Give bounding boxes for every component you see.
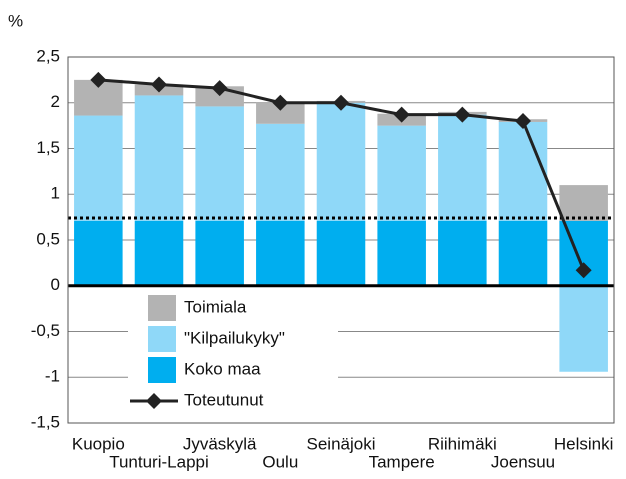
bar bbox=[498, 121, 548, 221]
x-tick-label: Helsinki bbox=[554, 434, 614, 453]
y-tick-label: 0 bbox=[51, 275, 60, 294]
bar bbox=[195, 106, 244, 221]
bar bbox=[559, 285, 608, 372]
bar bbox=[377, 125, 426, 221]
legend-marker bbox=[146, 393, 162, 409]
bar bbox=[74, 115, 123, 221]
bar bbox=[134, 220, 184, 286]
marker bbox=[515, 113, 531, 130]
x-tick-label: Riihimäki bbox=[428, 434, 497, 453]
marker bbox=[211, 80, 228, 97]
bar bbox=[438, 220, 487, 286]
legend-swatch bbox=[148, 357, 176, 383]
y-tick-label: 1 bbox=[51, 184, 60, 203]
legend-swatch bbox=[148, 326, 176, 352]
x-tick-label: Kuopio bbox=[72, 434, 125, 453]
marker bbox=[333, 94, 349, 111]
y-tick-label: 0,5 bbox=[36, 229, 60, 248]
legend-label: "Kilpailukyky" bbox=[184, 328, 285, 347]
x-tick-label: Jyväskylä bbox=[183, 434, 257, 453]
marker bbox=[393, 106, 410, 123]
y-tick-label: -1,5 bbox=[31, 412, 60, 431]
y-tick-label: 1,5 bbox=[36, 138, 60, 157]
y-tick-label: 2,5 bbox=[36, 46, 60, 65]
marker bbox=[151, 76, 167, 93]
bar bbox=[195, 220, 244, 286]
legend-label: Toteutunut bbox=[184, 390, 264, 409]
x-tick-label: Tampere bbox=[369, 452, 435, 471]
bar bbox=[74, 220, 123, 286]
x-tick-label: Joensuu bbox=[491, 452, 555, 471]
marker bbox=[90, 71, 107, 88]
plot-border bbox=[67, 56, 615, 424]
y-tick-label: 2 bbox=[51, 92, 60, 111]
bar bbox=[559, 185, 608, 221]
marker bbox=[272, 94, 289, 111]
x-tick-label: Tunturi-Lappi bbox=[109, 452, 209, 471]
legend-label: Toimiala bbox=[184, 297, 247, 316]
bar bbox=[256, 220, 305, 286]
bar bbox=[134, 95, 184, 221]
marker bbox=[575, 262, 592, 279]
marker bbox=[454, 106, 471, 123]
legend-swatch bbox=[148, 295, 176, 321]
bar bbox=[256, 123, 305, 221]
bar bbox=[316, 102, 366, 221]
x-tick-label: Seinäjoki bbox=[307, 434, 376, 453]
bar bbox=[256, 102, 305, 124]
y-axis-label: % bbox=[8, 11, 23, 30]
y-tick-label: -0,5 bbox=[31, 321, 60, 340]
bar bbox=[316, 220, 366, 286]
bar bbox=[377, 220, 426, 286]
y-tick-label: -1 bbox=[45, 367, 60, 386]
bar bbox=[438, 114, 487, 221]
legend-label: Koko maa bbox=[184, 359, 261, 378]
bar bbox=[498, 220, 548, 286]
x-tick-label: Oulu bbox=[262, 452, 298, 471]
